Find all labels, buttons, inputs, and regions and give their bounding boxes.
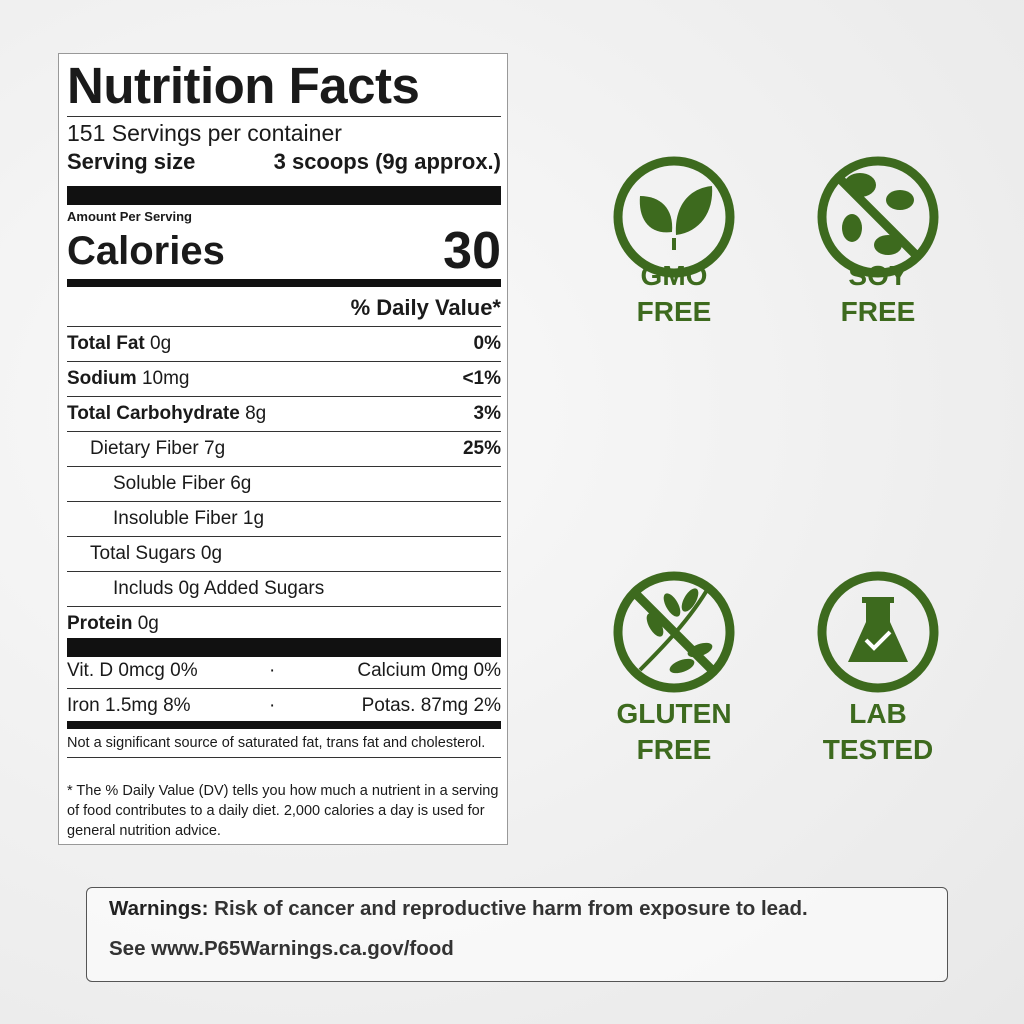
nutrient-name: Sodium: [67, 368, 137, 389]
badge-line: SOY: [848, 260, 908, 291]
nutrient-name: Total Sugars 0g: [90, 543, 223, 564]
nutrient-dv: 3%: [473, 403, 501, 424]
nutrient-row: Includs 0g Added Sugars: [67, 572, 501, 607]
badge-line: FREE: [636, 296, 712, 327]
badge-line: FREE: [840, 296, 916, 327]
warning-label: Warnings:: [109, 897, 209, 920]
nutrient-name: Total Fat: [67, 333, 145, 354]
nutrient-dv: 25%: [462, 438, 501, 459]
vitamin-row: Vit. D 0mcg 0% · Calcium 0mg 0%: [67, 654, 501, 689]
badge-label: GMO FREE: [594, 258, 754, 330]
nutrient-dv: 0%: [473, 333, 501, 354]
daily-value-header: % Daily Value*: [67, 290, 501, 327]
vitamin: Iron 1.5mg 8%: [67, 695, 191, 716]
footnote: * The % Daily Value (DV) tells you how m…: [67, 783, 499, 839]
nutrient-name: Includs 0g Added Sugars: [113, 578, 325, 599]
badge-line: GLUTEN: [616, 698, 732, 729]
nutrient-name: Total Carbohydrate: [67, 403, 240, 424]
gluten-icon: [638, 584, 713, 674]
nutrient-row: Total Fat 0g 0%: [67, 327, 501, 362]
badge-ring: [817, 156, 939, 278]
nutrient-row: Total Sugars 0g: [67, 537, 501, 572]
badge-line: GMO: [640, 260, 708, 291]
nutrient-row: Insoluble Fiber 1g: [67, 502, 501, 537]
soy-icon: [842, 173, 914, 255]
serving-size: 3 scoops (9g approx.): [273, 149, 501, 174]
nutrient-name: Insoluble Fiber 1g: [113, 508, 265, 529]
label-title: Nutrition Facts: [67, 57, 420, 114]
amount-per-serving: Amount Per Serving: [67, 209, 192, 224]
nutrient-row: Soluble Fiber 6g: [67, 467, 501, 502]
nutrient-name: Dietary Fiber 7g: [90, 438, 226, 459]
vitamin: Calcium 0mg 0%: [357, 660, 501, 681]
warning-line: Warnings: Risk of cancer and reproductiv…: [109, 896, 808, 922]
nutrition-label: Nutrition Facts 151 Servings per contain…: [58, 53, 508, 845]
calories-label: Calories: [67, 229, 225, 273]
nutrient-row: Dietary Fiber 7g 25%: [67, 432, 501, 467]
badge-label: LAB TESTED: [798, 696, 958, 768]
badge-ring: [613, 156, 735, 278]
gmo-icon: [639, 186, 713, 250]
badge-ring: [613, 571, 735, 693]
warning-box: Warnings: Risk of cancer and reproductiv…: [86, 887, 948, 982]
warning-link: See www.P65Warnings.ca.gov/food: [109, 937, 454, 960]
calories-row: Calories 30: [67, 224, 501, 278]
vitamin: Vit. D 0mcg 0%: [67, 660, 198, 681]
serving-size-label: Serving size: [67, 149, 196, 174]
nutrient-amount: 0g: [137, 613, 159, 634]
nutrient-dv: <1%: [462, 368, 501, 389]
thick-bar: [67, 638, 501, 657]
medium-bar: [67, 279, 501, 287]
servings: 151 Servings per container: [67, 120, 342, 146]
vitamin: Potas. 87mg 2%: [361, 695, 501, 716]
medium-bar: [67, 721, 501, 729]
warning-text: Risk of cancer and reproductive harm fro…: [214, 897, 808, 920]
badge-line: LAB: [849, 698, 907, 729]
badge-label: SOY FREE: [798, 258, 958, 330]
footnote: Not a significant source of saturated fa…: [67, 733, 501, 758]
nutrient-row: Total Carbohydrate 8g 3%: [67, 397, 501, 432]
calories-value: 30: [443, 222, 501, 280]
thick-bar: [67, 186, 501, 205]
nutrient-row: Sodium 10mg <1%: [67, 362, 501, 397]
nutrient-row: Protein 0g: [67, 607, 501, 641]
badge-label: GLUTEN FREE: [594, 696, 754, 768]
badge-line: TESTED: [822, 734, 934, 765]
badge-icons: [613, 156, 939, 693]
badge-ring: [817, 571, 939, 693]
nutrient-name: Protein: [67, 613, 133, 634]
nutrient-amount: 10mg: [141, 368, 190, 389]
nutrient-name: Soluble Fiber 6g: [113, 473, 252, 494]
vitamin-row: Iron 1.5mg 8% · Potas. 87mg 2%: [67, 689, 501, 723]
badge-line: FREE: [636, 734, 712, 765]
rule: [67, 116, 501, 117]
nutrient-amount: 8g: [245, 403, 267, 424]
lab-icon: [848, 597, 908, 662]
nutrient-amount: 0g: [150, 333, 172, 354]
serving-size-row: Serving size 3 scoops (9g approx.): [67, 148, 501, 176]
